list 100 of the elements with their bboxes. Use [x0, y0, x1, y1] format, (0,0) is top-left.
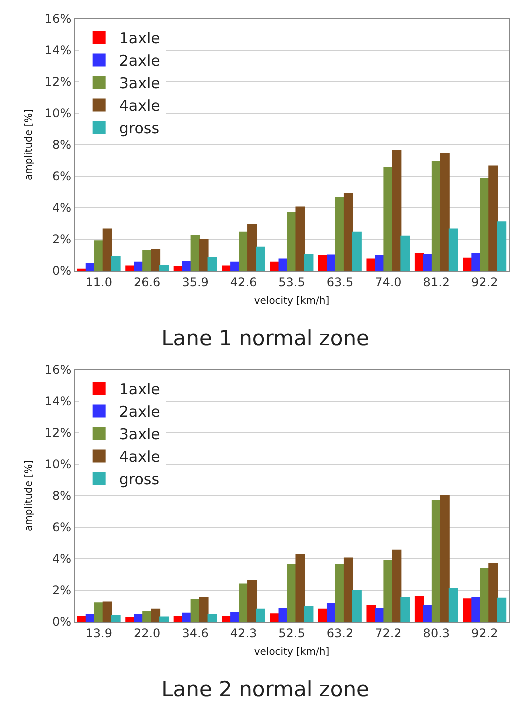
bar: [182, 261, 192, 271]
bar: [199, 597, 209, 622]
bar: [230, 612, 240, 622]
y-tick-label: 2%: [52, 584, 72, 598]
bar: [392, 550, 402, 622]
x-tick-label: 26.6: [134, 275, 161, 290]
legend-label: gross: [119, 470, 160, 489]
legend-label: 2axle: [119, 52, 160, 70]
bar: [463, 598, 473, 622]
bar: [375, 256, 385, 271]
bar: [278, 258, 288, 271]
bar: [497, 598, 507, 622]
legend-label: 1axle: [119, 380, 160, 399]
y-tick-label: 8%: [52, 138, 72, 152]
bar: [102, 602, 112, 622]
bar: [318, 608, 328, 622]
bar: [208, 257, 218, 271]
legend-label: 4axle: [119, 97, 160, 116]
legend-label: 4axle: [119, 448, 160, 466]
bar: [488, 166, 498, 271]
bar: [151, 608, 161, 622]
bar: [208, 614, 218, 622]
bar: [344, 558, 354, 622]
bar: [497, 222, 507, 271]
x-tick-label: 42.3: [230, 626, 258, 640]
bar: [190, 599, 200, 622]
x-tick-label: 35.9: [182, 275, 209, 290]
x-tick-label: 34.6: [182, 626, 209, 640]
legend-label: 3axle: [119, 426, 160, 444]
bar: [375, 608, 385, 622]
bar: [448, 228, 458, 271]
bar: [151, 249, 161, 271]
bar: [278, 608, 288, 622]
bar: [366, 604, 376, 622]
x-tick-label: 72.2: [375, 626, 402, 640]
bar: [248, 224, 258, 271]
bar: [463, 258, 473, 271]
bar: [423, 254, 433, 271]
x-tick-label: 63.2: [326, 626, 354, 640]
bar: [222, 616, 232, 622]
bar: [296, 206, 306, 271]
bar: [160, 264, 170, 271]
bar: [94, 602, 104, 622]
bar: [384, 167, 394, 271]
bar: [256, 608, 266, 622]
bar: [111, 256, 121, 271]
y-axis-title: amplitude [%]: [24, 460, 35, 532]
y-axis-title: amplitude [%]: [24, 109, 35, 181]
bar: [472, 597, 482, 622]
bar: [239, 232, 249, 271]
bar: [344, 193, 354, 271]
bar: [160, 616, 170, 622]
y-tick-label: 4%: [52, 552, 72, 566]
bar: [102, 228, 112, 271]
bar: [94, 240, 104, 271]
bar: [400, 236, 410, 271]
bar: [392, 150, 402, 271]
bar: [304, 606, 314, 622]
x-axis-title: velocity [km/h]: [254, 296, 330, 307]
bar: [142, 250, 152, 271]
legend-label: 2axle: [119, 403, 160, 422]
text: Lane 2 normal zone: [162, 678, 370, 702]
x-tick-label: 53.5: [278, 275, 306, 290]
legend-label: 3axle: [119, 74, 160, 93]
y-tick-label: 8%: [52, 489, 72, 504]
text: Lane 1 normal zone: [162, 326, 370, 351]
bar: [111, 615, 121, 622]
y-tick-label: 0%: [52, 615, 72, 630]
y-tick-label: 12%: [44, 75, 72, 90]
bar: [366, 258, 376, 271]
y-tick-label: 16%: [44, 363, 72, 378]
x-tick-label: 80.3: [423, 626, 450, 640]
bar: [448, 588, 458, 622]
bar: [126, 618, 136, 622]
x-tick-label: 74.0: [375, 275, 402, 290]
bar: [400, 597, 410, 622]
x-tick-label: 13.9: [86, 626, 112, 640]
bar: [432, 161, 442, 271]
bar: [384, 560, 394, 622]
x-tick-label: 22.0: [134, 626, 161, 640]
bar: [77, 616, 87, 622]
y-tick-label: 14%: [44, 44, 72, 58]
x-axis-title: velocity [km/h]: [254, 646, 330, 658]
bar: [352, 590, 362, 622]
bar: [248, 580, 258, 622]
bar: [256, 246, 266, 271]
bar: [190, 235, 200, 271]
bar: [432, 500, 442, 622]
bar: [318, 256, 328, 271]
bar: [423, 604, 433, 622]
y-tick-label: 12%: [44, 426, 72, 440]
y-tick-label: 6%: [52, 170, 72, 184]
bar: [86, 614, 96, 622]
bar: [335, 564, 345, 622]
bar: [239, 584, 249, 622]
bar: [134, 614, 144, 622]
bar: [472, 253, 482, 271]
y-tick-label: 2%: [52, 232, 72, 247]
x-tick-label: 52.5: [278, 626, 306, 640]
bar: [480, 568, 490, 622]
